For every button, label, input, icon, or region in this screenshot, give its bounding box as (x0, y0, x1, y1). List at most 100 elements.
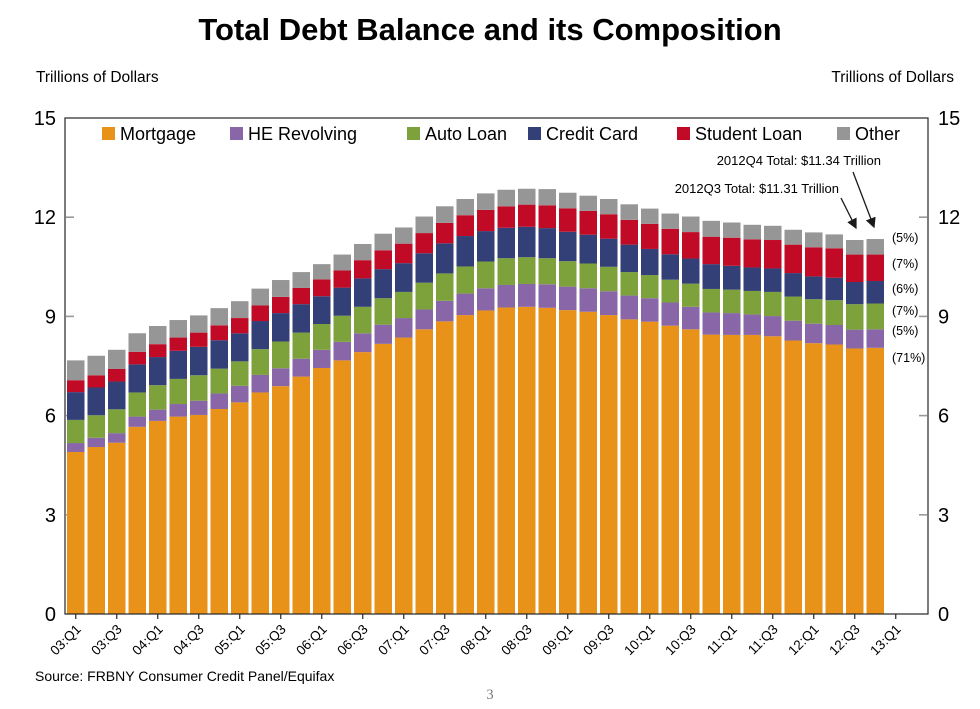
bar-segment (661, 279, 679, 303)
bar-segment (415, 233, 433, 254)
y-axis-label-right: 9 (938, 306, 949, 328)
bar-segment (292, 272, 310, 288)
y-axis-label-left: 12 (34, 207, 56, 229)
bar-segment (723, 289, 741, 314)
bar-segment (87, 355, 105, 376)
bar-segment (272, 280, 290, 297)
bar-segment (825, 234, 843, 249)
bar-segment (374, 324, 392, 344)
bar-segment (846, 329, 864, 349)
bar-segment (518, 226, 536, 258)
bar-segment (190, 332, 208, 347)
bar-segment (661, 302, 679, 326)
bar-segment (559, 310, 577, 614)
bar-segment (620, 204, 638, 220)
source-note: Source: FRBNY Consumer Credit Panel/Equi… (35, 668, 335, 684)
bar-segment (538, 258, 556, 285)
x-axis-label: 08:Q1 (457, 622, 494, 659)
bar-segment (231, 318, 249, 334)
x-axis-label: 06:Q1 (293, 622, 330, 659)
bar-segment (620, 219, 638, 245)
bar-segment (805, 232, 823, 248)
bar-segment (333, 360, 351, 614)
bar-segment (436, 321, 454, 614)
bar-segment (702, 334, 720, 614)
y-axis-label-right: 3 (938, 505, 949, 527)
bar-segment (395, 243, 413, 264)
bar-segment (723, 265, 741, 290)
bar-segment (579, 210, 597, 235)
bar-segment (313, 324, 331, 350)
bar-segment (354, 306, 372, 334)
bar-segment (702, 236, 720, 265)
bar-segment (231, 402, 249, 614)
bar-segment (846, 348, 864, 614)
bar-segment (743, 267, 761, 291)
bar-segment (661, 213, 679, 229)
bar-segment (620, 244, 638, 273)
bar-segment (682, 283, 700, 307)
bar-segment (210, 368, 228, 394)
x-axis-label: 13:Q1 (867, 622, 904, 659)
bar-segment (231, 333, 249, 362)
x-axis-label: 11:Q3 (745, 622, 781, 658)
bar-segment (210, 325, 228, 341)
bar-segment (805, 323, 823, 344)
bar-segment (456, 293, 474, 316)
bar-segment (456, 266, 474, 294)
bar-segment (415, 309, 433, 330)
bar-segment (702, 264, 720, 289)
legend-swatch (677, 127, 690, 140)
bar-segment (764, 336, 782, 614)
bar-segment (128, 364, 146, 393)
bar-segment (559, 286, 577, 311)
x-axis-label: 06:Q3 (334, 622, 371, 659)
bar-segment (313, 279, 331, 297)
y-axis-label-left: 6 (45, 406, 56, 428)
bar-segment (374, 343, 392, 614)
bar-segment (579, 234, 597, 264)
y-axis-label-left: 9 (45, 306, 56, 328)
bar-segment (333, 341, 351, 361)
bar-segment (518, 306, 536, 614)
bar-segment (579, 288, 597, 312)
x-axis-label: 12:Q3 (826, 622, 863, 659)
bar-segment (108, 368, 126, 382)
bar-segment (579, 311, 597, 614)
annotation-arrow (840, 197, 857, 230)
bar-segment (374, 233, 392, 251)
bar-segment (67, 392, 85, 420)
bar-segment (764, 240, 782, 269)
bar-segment (784, 340, 802, 614)
y-axis-label-left: 0 (45, 604, 56, 626)
y-axis-label-left: 15 (34, 108, 56, 130)
bar-segment (128, 426, 146, 614)
bar-segment (87, 415, 105, 438)
bar-segment (292, 304, 310, 333)
x-axis-label: 08:Q3 (498, 622, 535, 659)
bar-segment (395, 291, 413, 319)
chart-title: Total Debt Balance and its Composition (198, 12, 782, 47)
bar-segment (764, 268, 782, 292)
bar-segment (641, 248, 659, 276)
x-axis-label: 09:Q1 (539, 622, 576, 659)
bar-segment (497, 206, 515, 228)
x-axis-label: 10:Q1 (621, 622, 658, 659)
share-label: (71%) (892, 351, 925, 365)
bar-segment (210, 393, 228, 409)
x-axis-label: 11:Q1 (704, 622, 740, 658)
bar-segment (169, 320, 187, 338)
bar-segment (743, 334, 761, 614)
bar-segment (108, 433, 126, 443)
bar-segment (641, 275, 659, 299)
bar-segment (128, 351, 146, 365)
bar-segment (251, 349, 269, 375)
bar-segment (169, 378, 187, 405)
bar-segment (67, 360, 85, 381)
bar-segment (866, 329, 884, 348)
bar-segment (354, 260, 372, 279)
bar-segment (866, 239, 884, 255)
left-axis-caption: Trillions of Dollars (36, 69, 159, 86)
